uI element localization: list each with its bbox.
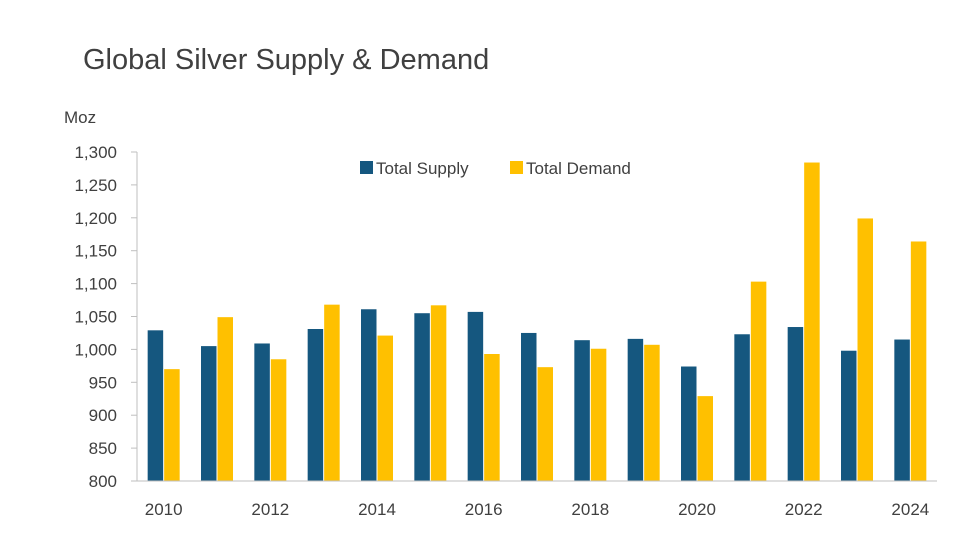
supply-bar-2024 [894, 339, 910, 481]
legend: Total Supply Total Demand [360, 159, 631, 178]
y-tick-label: 1,150 [74, 242, 117, 261]
supply-bar-2018 [574, 340, 590, 481]
y-tick-label: 950 [89, 373, 117, 392]
legend-swatch [510, 161, 523, 174]
legend-swatch [360, 161, 373, 174]
y-tick-label: 1,000 [74, 340, 117, 359]
supply-bar-2022 [787, 327, 804, 481]
demand-bar-2023 [857, 218, 873, 481]
supply-bar-2019 [627, 338, 644, 481]
y-tick-label: 900 [89, 406, 117, 425]
chart-title: Global Silver Supply & Demand [83, 44, 490, 76]
y-tick-label: 1,250 [74, 176, 117, 195]
legend-label: Total Supply [376, 159, 469, 178]
bars-group [147, 162, 927, 481]
demand-bar-2014 [377, 335, 393, 481]
supply-bar-2010 [147, 330, 164, 481]
x-tick-label: 2014 [358, 500, 396, 519]
demand-bar-2021 [750, 281, 767, 481]
x-tick-label: 2020 [678, 500, 716, 519]
y-tick-label: 1,100 [74, 275, 117, 294]
legend-item: Total Supply [360, 159, 469, 178]
demand-bar-2019 [644, 344, 660, 481]
x-tick-label: 2010 [145, 500, 183, 519]
demand-bar-2011 [217, 317, 233, 481]
x-axis: 2010 2012 2014 2016 2018 2020 2022 2024 [145, 500, 929, 519]
legend-label: Total Demand [526, 159, 631, 178]
x-tick-label: 2024 [891, 500, 929, 519]
demand-bar-2018 [590, 348, 607, 481]
demand-bar-2010 [164, 369, 180, 481]
supply-bar-2012 [254, 343, 270, 481]
demand-bar-2022 [804, 162, 820, 481]
demand-bar-2024 [910, 241, 927, 481]
supply-bar-2013 [307, 329, 324, 481]
y-tick-label: 800 [89, 472, 117, 491]
demand-bar-2012 [270, 359, 287, 481]
supply-bar-2021 [734, 334, 750, 481]
x-tick-label: 2012 [251, 500, 289, 519]
supply-bar-2020 [681, 366, 697, 481]
demand-bar-2016 [484, 354, 500, 481]
demand-bar-2020 [697, 396, 713, 481]
y-tick-label: 1,300 [74, 143, 117, 162]
legend-item: Total Demand [510, 159, 631, 178]
supply-bar-2016 [467, 311, 484, 481]
supply-bar-2023 [841, 350, 857, 481]
supply-bar-2014 [361, 309, 377, 481]
x-tick-label: 2018 [571, 500, 609, 519]
y-tick-label: 1,200 [74, 209, 117, 228]
y-axis-unit-label: Moz [64, 108, 97, 127]
supply-bar-2017 [521, 332, 537, 481]
demand-bar-2015 [430, 305, 447, 481]
y-tick-label: 850 [89, 439, 117, 458]
supply-bar-2015 [414, 313, 430, 481]
x-tick-label: 2022 [785, 500, 823, 519]
supply-bar-2011 [201, 346, 217, 481]
demand-bar-2013 [324, 304, 340, 481]
demand-bar-2017 [537, 367, 553, 481]
axes [136, 152, 937, 482]
y-tick-label: 1,050 [74, 308, 117, 327]
x-tick-label: 2016 [465, 500, 503, 519]
y-axis: 800 850 900 950 1,000 1,050 1,100 1,150 1,200 1,2… [74, 143, 137, 491]
